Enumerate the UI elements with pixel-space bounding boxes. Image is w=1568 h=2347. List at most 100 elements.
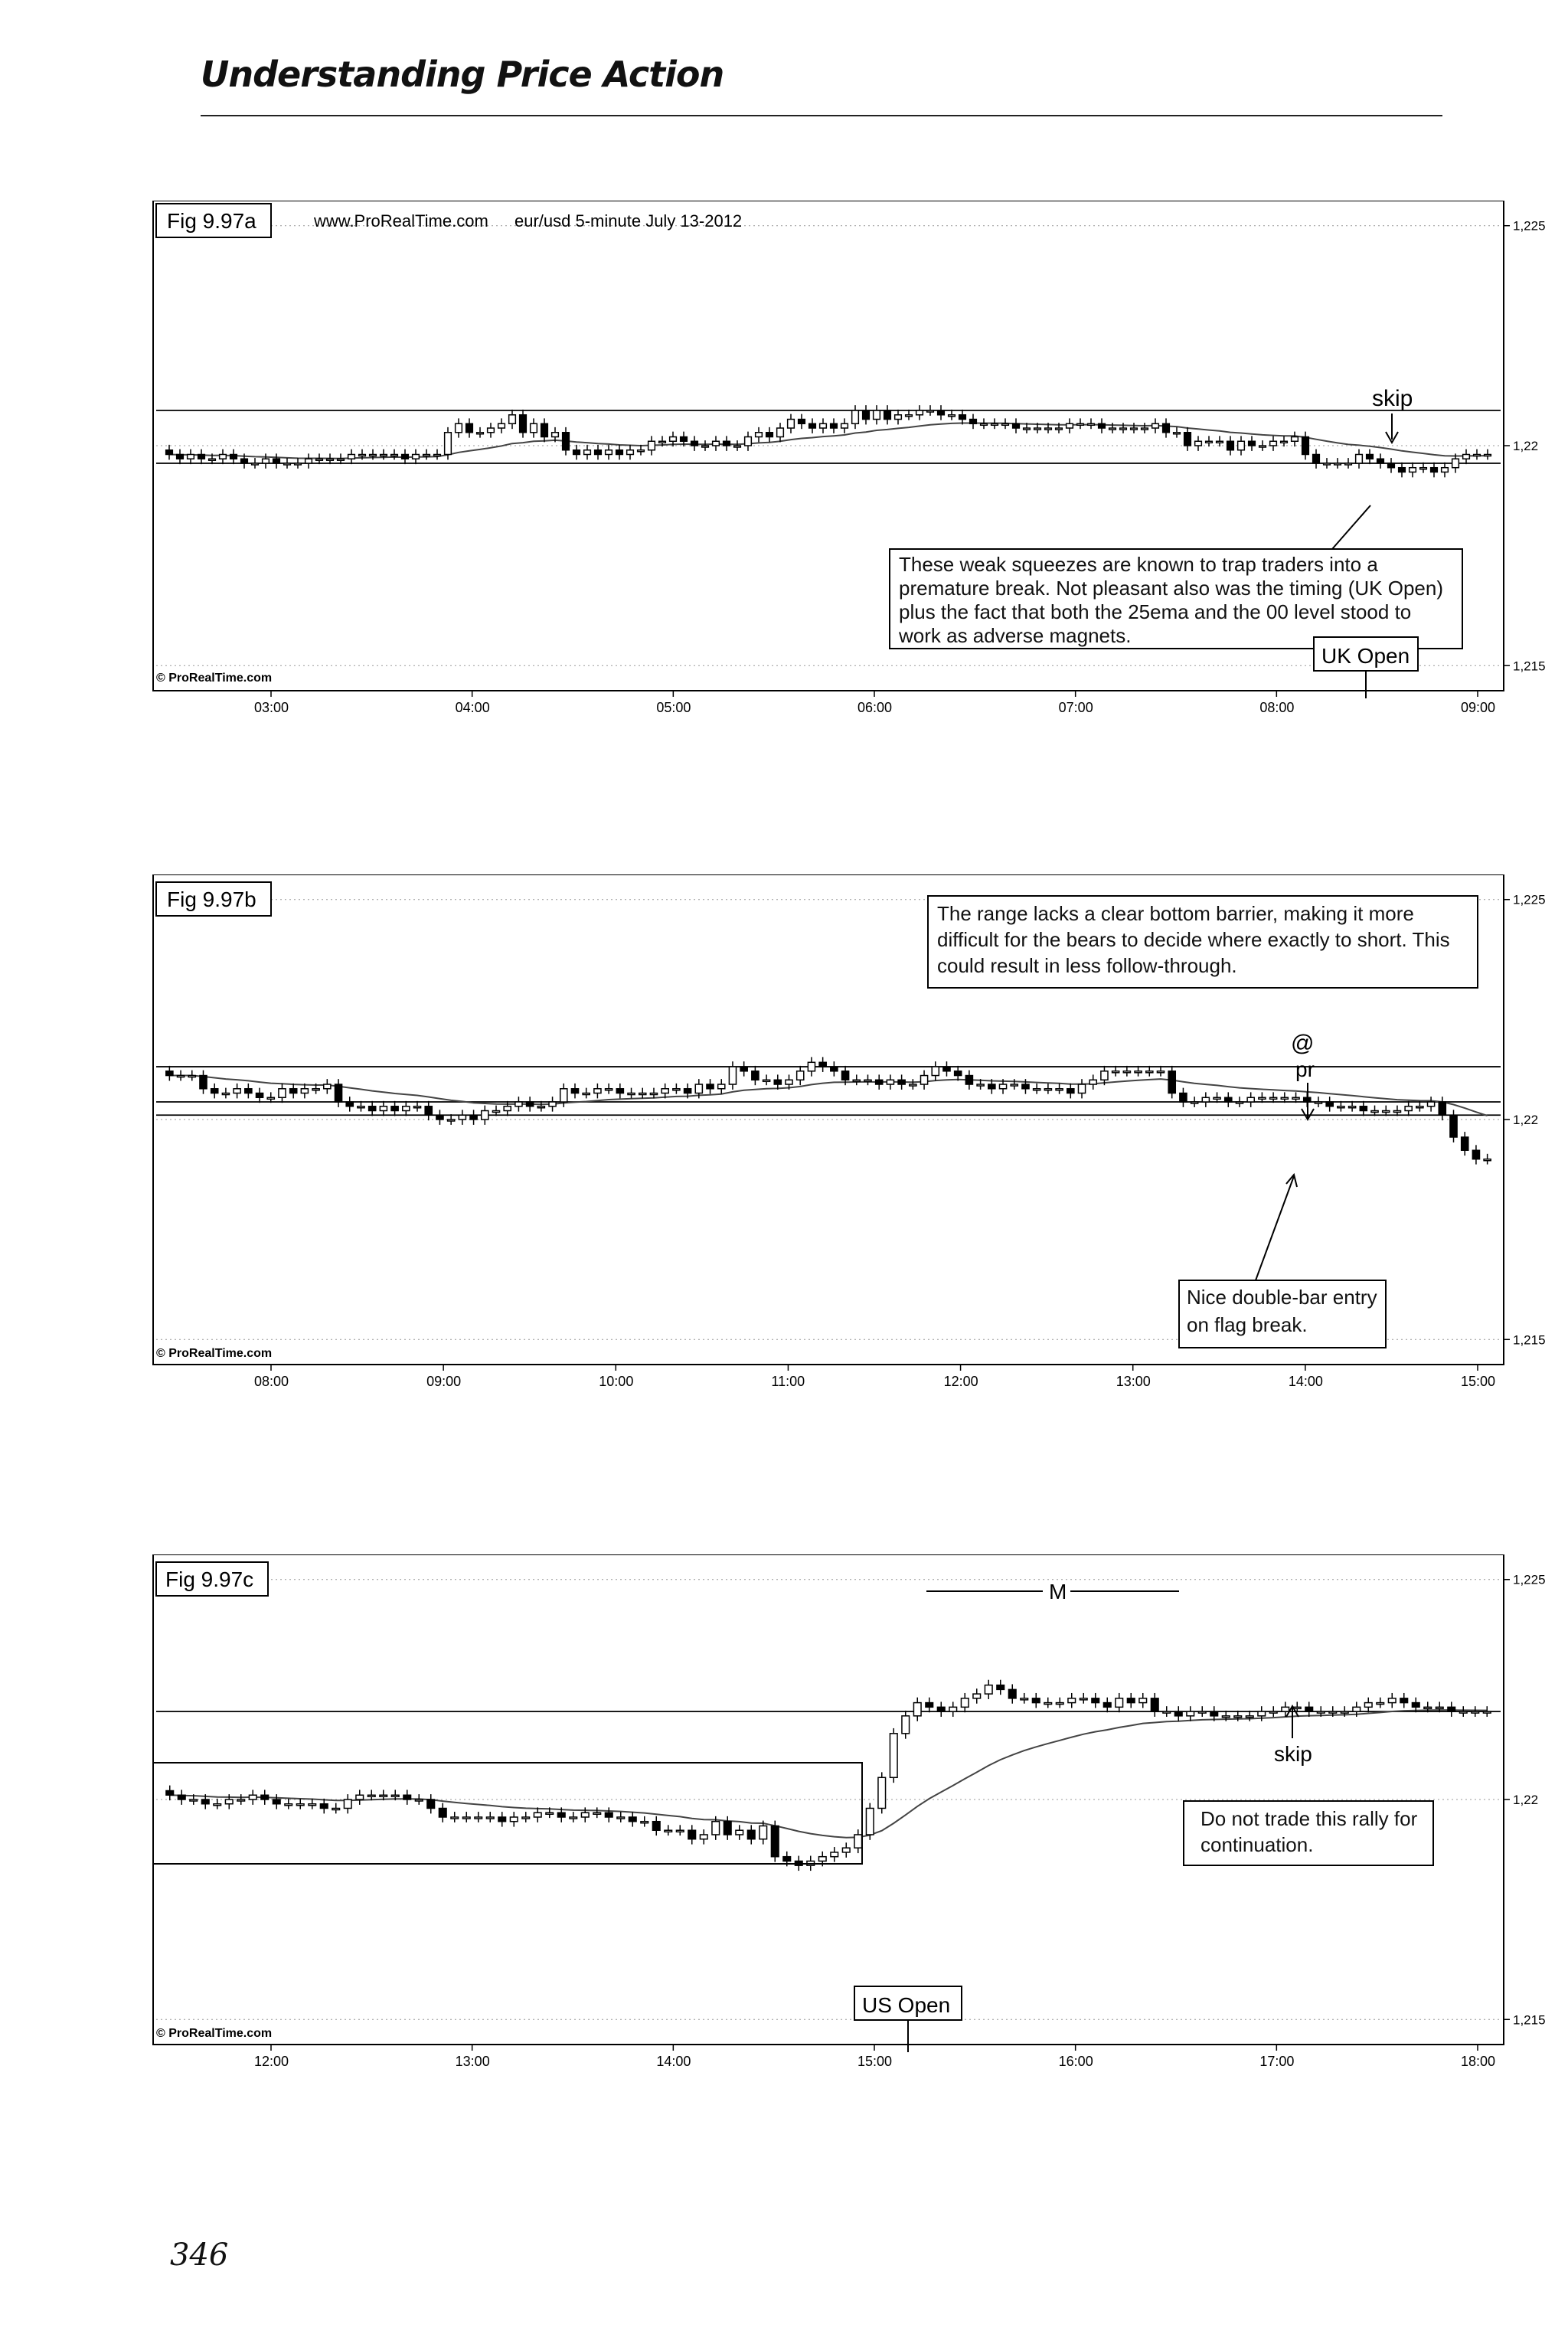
callout-box-top — [927, 895, 1478, 989]
candle-body — [1033, 427, 1042, 430]
candle-body — [272, 1799, 281, 1805]
candle-body — [889, 1733, 898, 1779]
candlesticks — [165, 405, 1492, 478]
candle-body — [942, 1066, 951, 1072]
candle-body — [904, 414, 913, 417]
candle-body — [746, 1829, 756, 1840]
candle-body — [1404, 1106, 1413, 1112]
candle-body — [357, 1106, 365, 1109]
candle-body — [443, 432, 452, 456]
candle-body — [240, 458, 249, 464]
candle-body — [450, 1816, 459, 1819]
candle-body — [332, 1807, 341, 1811]
candle-body — [474, 1816, 483, 1819]
candle-body — [1482, 1711, 1491, 1714]
candle-body — [1292, 1097, 1300, 1100]
candle-body — [283, 463, 292, 466]
candle-body — [1055, 1088, 1063, 1091]
candle-body — [640, 1820, 649, 1824]
candle-body — [829, 423, 838, 429]
candle-body — [626, 449, 635, 456]
candle-body — [403, 1794, 412, 1800]
candle-body — [1226, 440, 1235, 451]
candle-body — [694, 1084, 704, 1094]
candle-body — [503, 1106, 512, 1112]
candle-body — [1174, 1711, 1183, 1717]
candle-body — [1186, 1711, 1195, 1717]
watermark: © ProRealTime.com — [156, 1347, 272, 1360]
fig-label-box — [155, 1561, 269, 1597]
candle-body — [1031, 1698, 1040, 1704]
candle-body — [1179, 1092, 1187, 1103]
candle-body — [1100, 1071, 1109, 1081]
candle-body — [1054, 427, 1063, 430]
candle-body — [422, 453, 431, 457]
candle-body — [841, 1847, 851, 1853]
candle-body — [776, 427, 785, 438]
candle-body — [1086, 423, 1096, 427]
candle-body — [604, 1812, 613, 1818]
y-tick-label: 1,225 — [1513, 1573, 1546, 1587]
candle-body — [1472, 453, 1481, 457]
candle-body — [1429, 466, 1439, 473]
candle-body — [628, 1816, 637, 1822]
candle-body — [1111, 1071, 1120, 1074]
candle-body — [540, 423, 549, 438]
x-tick-label: 09:00 — [1461, 700, 1495, 715]
candle-body — [233, 1088, 241, 1094]
candle-body — [1397, 466, 1406, 473]
candle-body — [1138, 1698, 1148, 1704]
candle-body — [1400, 1698, 1409, 1704]
candle-body — [988, 1084, 996, 1090]
candle-body — [1115, 1698, 1124, 1708]
candle-body — [616, 1088, 625, 1094]
candle-body — [1204, 440, 1214, 444]
candle-body — [1462, 453, 1471, 459]
candle-body — [1423, 1706, 1432, 1710]
candle-body — [548, 1101, 557, 1107]
pr-annotation: pr — [1295, 1057, 1315, 1081]
candle-body — [1245, 1715, 1254, 1718]
pr-arrowhead — [1301, 1108, 1315, 1122]
x-tick-label: 12:00 — [254, 2054, 289, 2069]
candle-body — [345, 1101, 354, 1107]
moving-average-line — [169, 1709, 1488, 1839]
x-tick-label: 14:00 — [656, 2054, 691, 2069]
candle-body — [604, 449, 613, 456]
candle-body — [1055, 1701, 1064, 1705]
candle-body — [706, 1084, 714, 1090]
candle-body — [413, 1106, 422, 1109]
candle-body — [965, 1074, 974, 1085]
candle-body — [616, 1816, 626, 1819]
candle-body — [925, 1701, 934, 1708]
candle-body — [960, 1698, 969, 1708]
candle-body — [308, 1803, 317, 1806]
us-open-label: US Open — [862, 1993, 950, 2017]
candle-body — [1316, 1711, 1325, 1714]
candlesticks — [165, 1679, 1491, 1871]
candle-body — [679, 436, 688, 443]
candle-body — [998, 1084, 1008, 1090]
candle-body — [207, 458, 217, 461]
candle-body — [319, 1803, 328, 1809]
candle-body — [582, 1092, 591, 1096]
candle-body — [1435, 1706, 1444, 1710]
candle-body — [1290, 436, 1299, 443]
candle-body — [786, 418, 795, 429]
candle-body — [250, 463, 260, 466]
candle-body — [636, 449, 645, 453]
candle-body — [1077, 1084, 1086, 1094]
candle-body — [218, 453, 227, 459]
candle-body — [244, 1088, 253, 1094]
figure-9-97b: Fig 9.97b © ProRealTime.com 1,2251,221,2… — [152, 874, 1546, 1389]
candle-body — [733, 445, 742, 448]
candle-body — [1328, 1711, 1338, 1714]
candle-body — [521, 1816, 531, 1819]
range-box — [152, 1762, 863, 1865]
skip-arrowhead — [1385, 431, 1399, 445]
candle-body — [1483, 453, 1492, 457]
watermark: © ProRealTime.com — [156, 672, 272, 685]
candle-body — [315, 458, 324, 461]
uk-open-label: UK Open — [1321, 644, 1410, 668]
candle-body — [261, 458, 270, 464]
